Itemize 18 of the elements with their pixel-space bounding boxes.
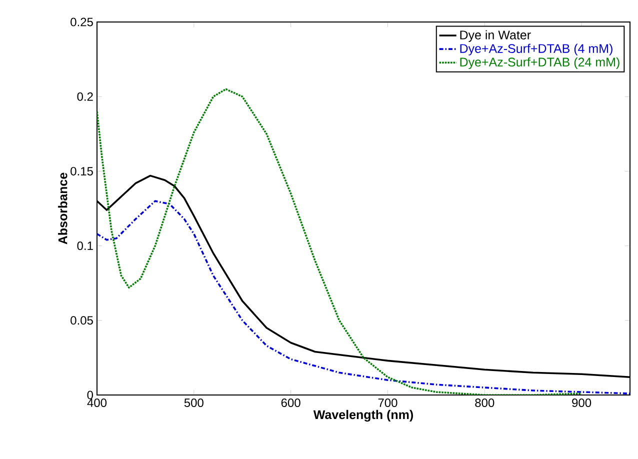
y-axis-title: Absorbance	[58, 172, 68, 244]
y-tick-label: 0.25	[70, 18, 93, 26]
y-tick-label: 0.1	[77, 242, 93, 250]
x-tick-label: 400	[87, 398, 107, 408]
legend-label: Dye+Az-Surf+DTAB (4 mM)	[460, 44, 612, 56]
x-tick-label: 800	[475, 398, 494, 408]
x-tick-label: 700	[378, 398, 398, 408]
legend-label: Dye in Water	[460, 30, 531, 42]
x-axis-title: Wavelength (nm)	[313, 410, 413, 422]
y-tick-label: 0.2	[77, 92, 93, 101]
x-tick-label: 900	[572, 398, 592, 408]
legend-label: Dye+Az-Surf+DTAB (24 mM)	[460, 57, 620, 69]
line-series	[97, 88, 582, 396]
y-tick-label: 0.15	[70, 166, 93, 176]
x-tick-label: 600	[281, 398, 300, 408]
y-tick-label: 0	[87, 390, 94, 400]
x-tick-label: 500	[184, 398, 204, 408]
y-tick-label: 0.05	[70, 316, 93, 325]
